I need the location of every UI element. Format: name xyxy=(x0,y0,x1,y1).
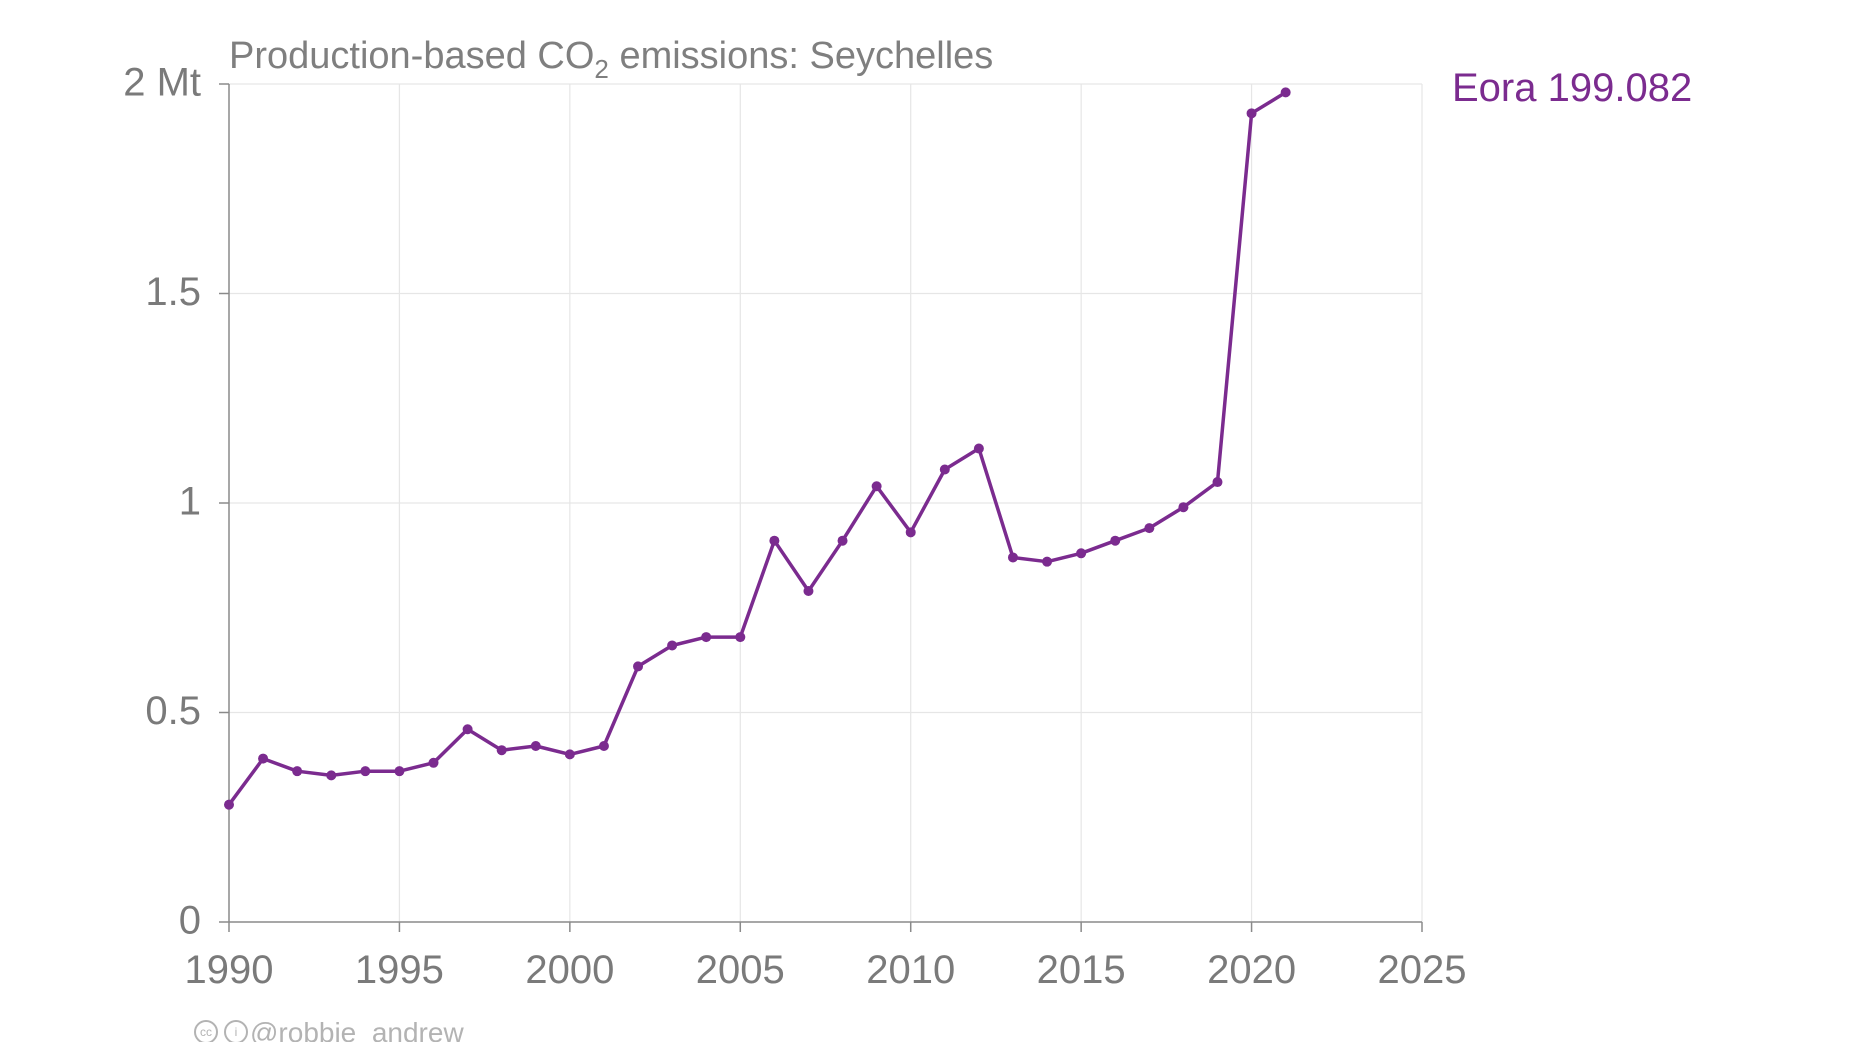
data-point xyxy=(292,766,303,777)
data-point xyxy=(258,753,269,764)
data-point xyxy=(360,766,371,777)
data-point xyxy=(837,535,848,546)
creative-commons-icon: cc xyxy=(194,1020,218,1042)
data-point xyxy=(428,757,439,768)
data-point xyxy=(633,661,644,672)
x-tick-label: 1995 xyxy=(355,948,444,992)
data-point xyxy=(462,724,473,735)
data-point xyxy=(735,632,746,643)
x-tick-label: 2015 xyxy=(1037,948,1126,992)
credit: cc i @robbie_andrew xyxy=(194,1017,464,1042)
chart-title-subscript: 2 xyxy=(594,54,608,84)
data-point xyxy=(1144,523,1155,534)
data-point xyxy=(1076,548,1087,559)
data-point xyxy=(1280,87,1291,98)
data-point xyxy=(871,481,882,492)
data-point xyxy=(1042,556,1053,567)
data-point xyxy=(701,632,712,643)
x-tick-label: 2010 xyxy=(866,948,955,992)
data-point xyxy=(530,741,541,752)
chart-title-rest: emissions: Seychelles xyxy=(609,35,993,77)
legend-eora: Eora 199.082 xyxy=(1452,66,1692,110)
gridlines xyxy=(229,83,1423,922)
data-point xyxy=(564,749,575,760)
x-tick-label: 1990 xyxy=(185,948,274,992)
series-eora xyxy=(224,87,1291,810)
data-point xyxy=(803,585,814,596)
data-point xyxy=(1178,502,1189,513)
x-tick-label: 2020 xyxy=(1207,948,1296,992)
y-tick-label: 0 xyxy=(179,899,201,943)
series-line xyxy=(227,90,1287,806)
y-tick-label: 1.5 xyxy=(145,270,201,314)
data-point xyxy=(598,741,609,752)
data-point xyxy=(973,443,984,454)
data-point xyxy=(939,464,950,475)
chart-title: Production-based CO2 emissions: Seychell… xyxy=(229,35,993,84)
data-point xyxy=(667,640,678,651)
y-axis-ticks: 0 0.5 1 1.5 2 Mt xyxy=(123,61,229,943)
data-point xyxy=(496,745,507,756)
y-tick-label: 0.5 xyxy=(145,689,201,733)
x-axis-ticks: 1990 1995 2000 2005 2010 2015 2020 2025 xyxy=(185,922,1467,992)
data-point xyxy=(905,527,916,538)
data-point xyxy=(1110,535,1121,546)
data-point xyxy=(326,770,337,781)
data-point xyxy=(1007,552,1018,563)
data-point xyxy=(394,766,405,777)
svg-text:cc: cc xyxy=(200,1025,212,1039)
attribution-icon: i xyxy=(224,1020,248,1042)
chart-title-main: Production-based CO xyxy=(229,35,594,77)
y-tick-label: 2 Mt xyxy=(123,61,201,105)
credit-handle: @robbie_andrew xyxy=(250,1017,464,1042)
x-tick-label: 2025 xyxy=(1378,948,1467,992)
svg-text:i: i xyxy=(235,1025,238,1039)
x-tick-label: 2005 xyxy=(696,948,785,992)
data-point xyxy=(1212,477,1223,488)
data-point xyxy=(769,535,780,546)
x-tick-label: 2000 xyxy=(525,948,614,992)
y-tick-label: 1 xyxy=(179,480,201,524)
data-point xyxy=(224,799,234,810)
data-point xyxy=(1246,108,1257,119)
